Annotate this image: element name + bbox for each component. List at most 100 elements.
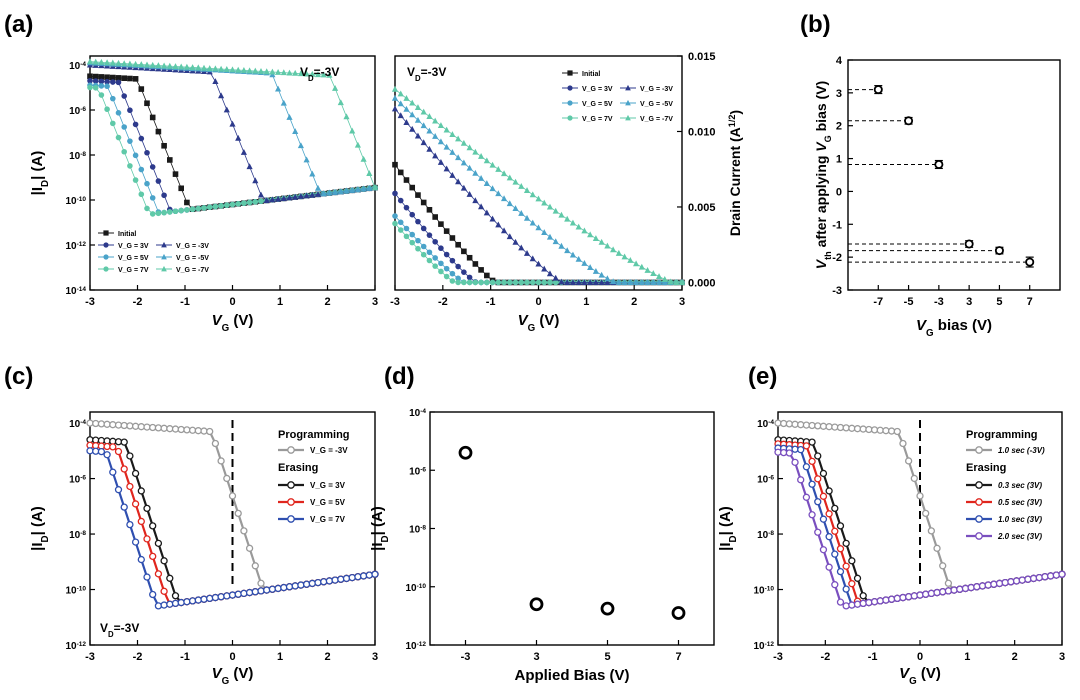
- a-lin-point: [466, 164, 473, 171]
- c-point: [359, 572, 368, 580]
- a-log-point: [92, 85, 99, 91]
- a-lin-point: [460, 139, 467, 146]
- a-log-point: [286, 113, 293, 120]
- a-log-point: [354, 141, 361, 148]
- 1-xtick-label: -3: [390, 296, 400, 308]
- c-point: [143, 535, 151, 543]
- b-xtick-label: 7: [1027, 296, 1033, 308]
- a-lin-point: [403, 177, 410, 183]
- 1-xtick-label: -2: [438, 296, 448, 308]
- d-ylabel: |ID| (A): [369, 506, 391, 551]
- a-log-point: [110, 74, 116, 81]
- c-point: [297, 581, 305, 589]
- e-point: [939, 562, 947, 570]
- c-point: [308, 579, 316, 588]
- a-log-point: [132, 60, 139, 67]
- a-lin-point: [547, 279, 553, 286]
- 3-xtick-label: -3: [85, 651, 95, 663]
- e-point: [904, 593, 913, 601]
- layer-frames: [89, 55, 1063, 646]
- e-point: [819, 492, 828, 500]
- a-lin-point: [506, 174, 513, 181]
- a-lin-xlabel: VG (V): [518, 312, 560, 334]
- a-log-point: [280, 195, 287, 201]
- a-log-point: [144, 180, 150, 187]
- e-point: [831, 581, 839, 589]
- e-ytick-label: 10-6: [757, 474, 774, 486]
- a-lin-point: [420, 122, 427, 129]
- a-log-point: [320, 190, 327, 197]
- b-point: [964, 239, 974, 249]
- e-point: [990, 580, 998, 588]
- a-lin-point: [391, 105, 399, 112]
- c-point: [263, 586, 271, 594]
- e-point: [933, 544, 941, 552]
- c-point: [131, 500, 140, 508]
- a-log-point: [224, 202, 230, 208]
- c-point: [217, 457, 225, 465]
- e-point: [950, 586, 958, 594]
- e-point: [1052, 571, 1060, 579]
- a-lin-ytick-label: 0.015: [688, 51, 716, 63]
- b-xtick-label: -7: [873, 296, 883, 308]
- a-lin-point: [655, 273, 663, 280]
- e-point: [1058, 570, 1066, 578]
- panel-label-b: (b): [800, 11, 831, 38]
- e-ylabel: |ID| (A): [717, 506, 739, 551]
- c-point: [166, 600, 174, 608]
- a-lin-point: [437, 138, 444, 145]
- a-lin-point: [432, 238, 438, 245]
- e-point: [808, 511, 816, 519]
- a-lin-ytick-label: 0.010: [688, 126, 716, 138]
- a-log-point: [149, 195, 156, 201]
- c-point: [131, 538, 140, 546]
- e-point: [802, 493, 811, 501]
- a-lin-point: [558, 242, 565, 249]
- a-lin-legend-marker: [567, 70, 573, 76]
- a-log-point: [184, 207, 190, 213]
- a-lin-point: [546, 203, 554, 210]
- a-log-legend-marker: [103, 254, 109, 260]
- a-lin-legend-marker: [567, 115, 573, 121]
- d-ytick-label: 10-4: [409, 408, 426, 420]
- b-xtick-label: 5: [996, 296, 1002, 308]
- b-ytick-label: 1: [836, 154, 842, 166]
- a-log-point: [314, 71, 322, 78]
- a-lin-point: [661, 275, 668, 282]
- a-lin-point: [415, 218, 421, 225]
- e-legend-group-programming: Programming: [966, 429, 1038, 441]
- 1-xtick-label: -1: [486, 296, 496, 308]
- e-point: [802, 463, 811, 471]
- a-log-point: [240, 149, 247, 155]
- a-lin-point: [426, 249, 433, 256]
- e-point: [922, 590, 930, 598]
- a-log-point: [240, 67, 247, 73]
- a-log-point: [98, 74, 105, 80]
- c-point: [348, 573, 356, 582]
- e-point: [956, 585, 964, 593]
- c-legend-marker: [287, 515, 295, 523]
- a-log-ytick-label: 10-10: [65, 196, 86, 208]
- a-log-point: [87, 73, 93, 80]
- d-point: [600, 601, 615, 616]
- a-lin-point: [552, 238, 559, 245]
- c-point: [365, 571, 373, 579]
- a-log-point: [235, 201, 241, 207]
- e-legend-group-erasing: Erasing: [966, 462, 1006, 474]
- c-point: [240, 527, 248, 535]
- b-ytick-label: -3: [832, 285, 842, 297]
- e-point: [1024, 575, 1032, 583]
- c-point: [354, 573, 362, 581]
- e-legend-label: 0.3 sec (3V): [998, 481, 1042, 490]
- a-lin-point: [610, 246, 617, 253]
- 5-xtick-label: 3: [1059, 651, 1065, 663]
- a-lin-point: [535, 224, 542, 231]
- a-log-point: [161, 62, 168, 69]
- e-point: [870, 598, 879, 606]
- c-legend-group-programming: Programming: [278, 429, 350, 441]
- a-lin-point: [512, 205, 519, 212]
- a-log-point: [178, 63, 185, 70]
- e-point: [927, 589, 936, 598]
- a-log-point: [144, 149, 150, 156]
- e-point: [797, 446, 805, 454]
